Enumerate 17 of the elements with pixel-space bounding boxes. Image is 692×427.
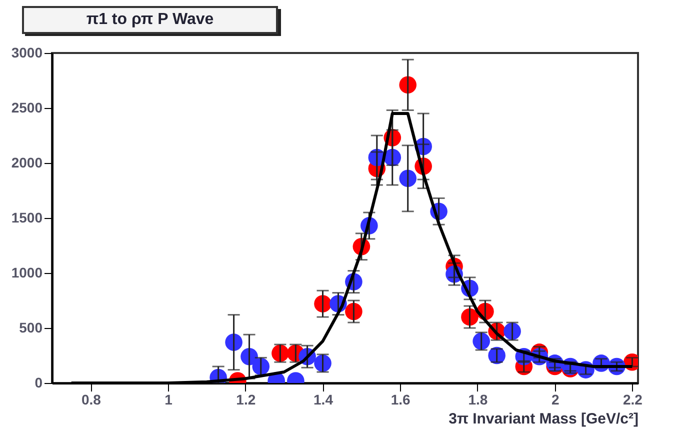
- x-axis-title: 3π Invariant Mass [GeV/c²]: [448, 410, 638, 427]
- y-tick-label: 1500: [11, 210, 43, 226]
- x-tick-label: 1.8: [468, 392, 488, 408]
- y-tick-label: 0: [34, 374, 43, 390]
- x-tick-label: 2.2: [622, 392, 643, 408]
- y-tick-label: 2500: [11, 100, 43, 116]
- x-tick-label: 0.8: [81, 392, 102, 408]
- chart-title: π1 to ρπ P Wave: [22, 6, 278, 34]
- y-tick-label: 2000: [11, 154, 43, 170]
- y-tick-label: 500: [19, 320, 43, 336]
- x-tick-label: 1.6: [390, 392, 411, 408]
- y-tick-label: 1000: [11, 264, 43, 280]
- x-tick-label: 1.4: [314, 392, 334, 408]
- x-tick-label: 2: [551, 392, 560, 408]
- x-tick-label: 1: [164, 392, 173, 408]
- x-tick-label: 1.2: [236, 392, 256, 408]
- y-tick-label: 3000: [11, 44, 43, 60]
